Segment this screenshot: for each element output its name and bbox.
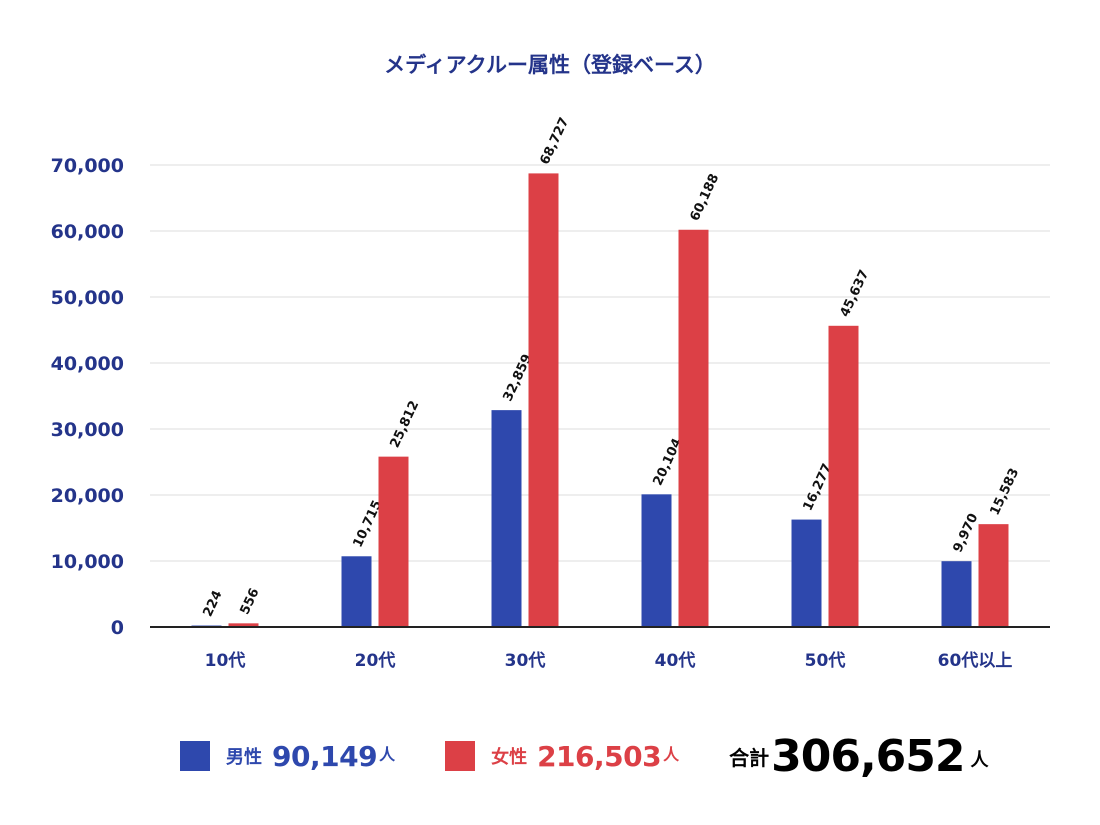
y-tick-label: 40,000 — [51, 353, 124, 375]
legend-swatch-female — [445, 741, 476, 771]
bar-male — [791, 519, 822, 627]
y-tick-label: 10,000 — [51, 551, 124, 573]
legend-item-male: 男性 90,149 人 — [180, 740, 395, 773]
data-label: 9,970 — [951, 511, 982, 555]
data-label: 45,637 — [838, 268, 873, 320]
bar-male — [491, 410, 522, 627]
x-tick-label: 50代 — [805, 650, 846, 671]
legend: 男性 90,149 人 女性 216,503 人 合計 306,652 人 — [180, 728, 989, 784]
bar-male — [641, 494, 672, 627]
chart-title: メディアクルー属性（登録ベース） — [384, 53, 716, 77]
bar-female — [378, 456, 409, 627]
bar-female — [228, 623, 259, 627]
y-tick-label: 50,000 — [51, 287, 124, 309]
legend-total-male: 90,149 — [272, 739, 378, 773]
data-label: 15,583 — [988, 466, 1023, 518]
grand-total: 合計 306,652 人 — [729, 731, 988, 782]
legend-swatch-male — [180, 741, 210, 771]
legend-label-male: 男性 — [226, 747, 262, 768]
bar-female — [528, 173, 559, 627]
bar-female — [678, 229, 709, 627]
x-tick-label: 30代 — [505, 650, 546, 671]
data-label: 68,727 — [538, 115, 573, 167]
total-value: 306,652 — [771, 730, 965, 782]
total-unit: 人 — [970, 749, 989, 771]
bar-chart: メディアクルー属性（登録ベース） 0 10,000 20,000 30,000 40,00… — [51, 53, 1050, 671]
total-label: 合計 — [729, 745, 770, 770]
y-tick-label: 30,000 — [51, 419, 124, 441]
bar-male — [341, 556, 372, 627]
data-label: 224 — [201, 588, 226, 619]
bar-female — [978, 524, 1009, 627]
y-tick-label: 70,000 — [51, 155, 124, 177]
legend-unit-male: 人 — [379, 744, 396, 764]
legend-total-female: 216,503 — [537, 739, 662, 773]
y-tick-label: 20,000 — [51, 485, 124, 507]
data-label: 25,812 — [388, 399, 423, 451]
y-tick-label: 0 — [111, 617, 124, 639]
x-tick-label: 10代 — [205, 650, 246, 671]
x-tick-label: 20代 — [355, 650, 396, 671]
x-tick-label: 60代以上 — [938, 650, 1013, 671]
legend-label-female: 女性 — [491, 747, 528, 768]
bar-male — [941, 561, 972, 627]
bar-female — [828, 325, 859, 627]
data-label: 556 — [238, 586, 263, 617]
data-label: 60,188 — [688, 172, 723, 224]
legend-unit-female: 人 — [663, 744, 680, 764]
x-tick-label: 40代 — [655, 650, 696, 671]
y-tick-label: 60,000 — [51, 221, 124, 243]
legend-item-female: 女性 216,503 人 — [445, 740, 679, 773]
